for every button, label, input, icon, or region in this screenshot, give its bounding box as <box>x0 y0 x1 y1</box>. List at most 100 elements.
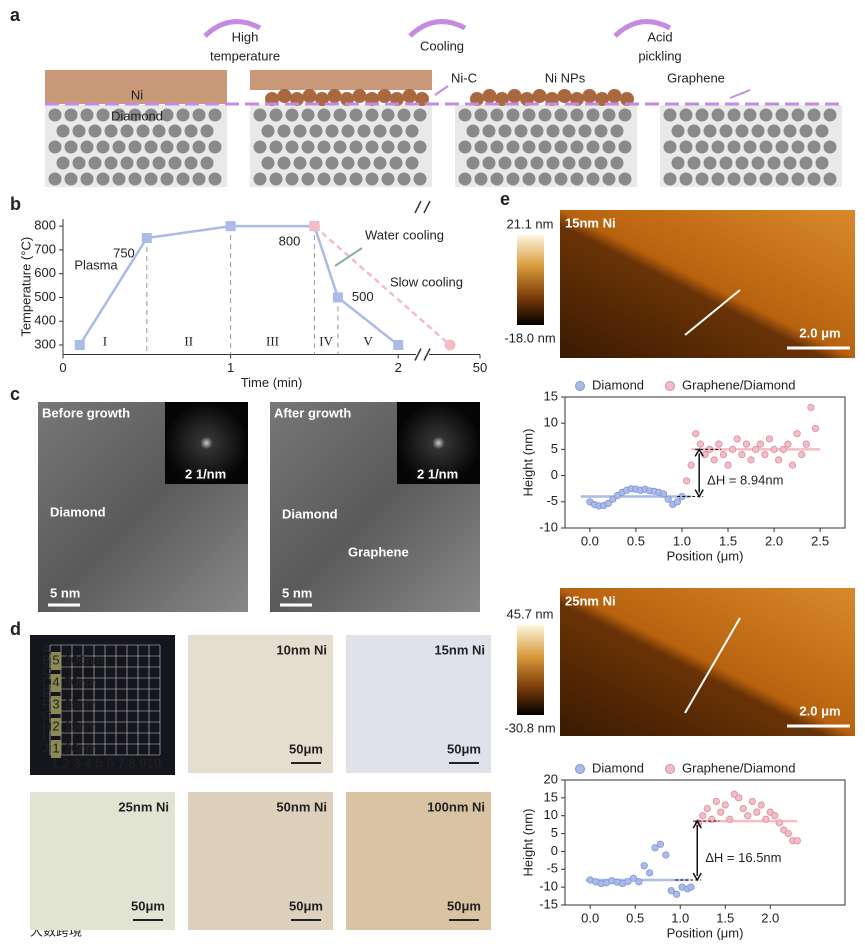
atom <box>783 124 797 138</box>
atom <box>759 172 773 186</box>
atom <box>791 108 805 122</box>
row-thickness: 15nm <box>64 718 97 733</box>
atom <box>482 156 496 170</box>
scale-label: 50μm <box>447 898 481 913</box>
phase-label: IV <box>319 333 333 348</box>
atom <box>594 124 608 138</box>
ni-particle <box>507 89 522 103</box>
legend-marker <box>575 381 585 391</box>
step-label: temperature <box>210 48 280 63</box>
atom <box>530 156 544 170</box>
atom <box>397 140 411 154</box>
scale-label: 5 nm <box>282 585 312 600</box>
atom <box>325 124 339 138</box>
atom <box>365 140 379 154</box>
atom <box>799 124 813 138</box>
direction-arrow <box>684 617 741 714</box>
atom <box>349 172 363 186</box>
atom <box>498 124 512 138</box>
break-mark <box>414 200 422 214</box>
grid-column: 8 <box>128 755 135 770</box>
atom <box>317 108 331 122</box>
axes <box>62 219 480 355</box>
atom <box>389 156 403 170</box>
phase-label: II <box>184 333 193 348</box>
atom <box>309 124 323 138</box>
x-tick-label: 1.0 <box>673 533 691 548</box>
point <box>771 812 779 820</box>
atom <box>807 172 821 186</box>
atom <box>104 124 118 138</box>
colorbar-label: 45.7 nm <box>507 606 554 621</box>
grid-column: 6 <box>106 755 113 770</box>
atom <box>373 124 387 138</box>
step-label: High <box>232 29 259 44</box>
atom <box>152 124 166 138</box>
grid-column: 4 <box>84 755 91 770</box>
atom <box>586 108 600 122</box>
atom <box>759 108 773 122</box>
atom <box>767 156 781 170</box>
scale-label: 2.0 μm <box>799 325 840 340</box>
ni-particle <box>607 89 622 103</box>
atom <box>176 140 190 154</box>
point <box>141 233 152 244</box>
scale-label: 50μm <box>131 898 165 913</box>
atom <box>397 108 411 122</box>
legend-label: Diamond <box>592 760 644 775</box>
atom <box>538 108 552 122</box>
point <box>757 801 765 809</box>
atom <box>168 156 182 170</box>
atom <box>506 172 520 186</box>
atom <box>365 172 379 186</box>
atom <box>719 156 733 170</box>
atom <box>538 172 552 186</box>
point <box>609 495 617 503</box>
scale-label: 50μm <box>289 898 323 913</box>
y-tick-label: 10 <box>544 415 558 430</box>
point <box>699 812 707 820</box>
atom <box>389 124 403 138</box>
atom <box>602 108 616 122</box>
atom <box>88 124 102 138</box>
y-tick-label: 0 <box>551 467 558 482</box>
point <box>640 862 648 870</box>
atom <box>96 108 110 122</box>
ni-particle <box>377 89 392 103</box>
atom <box>679 108 693 122</box>
ni-layer <box>250 70 432 90</box>
atom <box>277 124 291 138</box>
atom <box>466 124 480 138</box>
ni-particle <box>327 89 342 103</box>
point <box>74 339 85 350</box>
atom <box>365 108 379 122</box>
atom <box>405 156 419 170</box>
atom <box>341 156 355 170</box>
point <box>729 445 737 453</box>
pointer <box>729 89 751 99</box>
step-arrow <box>613 19 672 38</box>
atom <box>381 108 395 122</box>
atom <box>799 156 813 170</box>
grid-column: 9 <box>139 755 146 770</box>
annotation: Plasma <box>74 257 118 272</box>
point <box>775 819 783 827</box>
atom <box>128 172 142 186</box>
atom <box>735 124 749 138</box>
annotation: ΔH = 16.5nm <box>705 850 781 865</box>
grid-letter: G <box>42 707 52 722</box>
atom <box>490 108 504 122</box>
atom <box>128 140 142 154</box>
atom <box>815 156 829 170</box>
point <box>793 430 801 438</box>
point <box>682 477 691 485</box>
row-index: 2 <box>52 718 59 733</box>
atom <box>679 172 693 186</box>
atom <box>309 156 323 170</box>
atom <box>381 140 395 154</box>
atom <box>144 172 158 186</box>
atom <box>160 108 174 122</box>
point <box>717 808 725 816</box>
panel-label: c <box>10 384 20 404</box>
